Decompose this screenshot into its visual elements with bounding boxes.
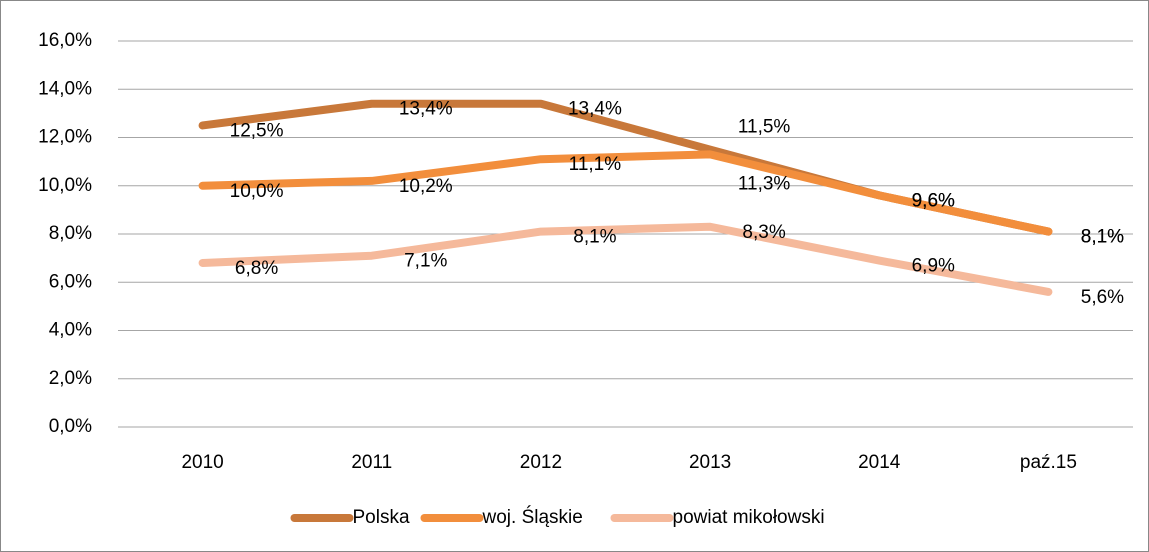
y-tick-label: 8,0%	[49, 223, 92, 244]
series-line	[198, 150, 1053, 236]
data-label: 13,4%	[399, 99, 453, 120]
data-label: 10,2%	[399, 176, 453, 197]
y-tick-label: 2,0%	[49, 368, 92, 389]
x-tick-label: 2010	[181, 452, 223, 473]
y-tick-label: 0,0%	[49, 416, 92, 437]
data-label: 9,6%	[912, 190, 955, 211]
data-label: 12,5%	[230, 120, 284, 141]
x-tick-label: 2013	[689, 452, 731, 473]
x-tick-label: 2011	[351, 452, 392, 473]
data-label: 6,9%	[912, 256, 955, 277]
data-label: 8,1%	[1081, 227, 1124, 248]
x-tick-label: paź.15	[1020, 452, 1077, 473]
y-tick-label: 4,0%	[49, 320, 92, 341]
y-tick-label: 10,0%	[38, 175, 92, 196]
y-tick-label: 16,0%	[38, 30, 92, 51]
data-label: 8,1%	[1081, 227, 1124, 248]
data-label: 9,6%	[912, 190, 955, 211]
y-tick-label: 12,0%	[38, 127, 92, 148]
data-label: 8,1%	[573, 227, 616, 248]
series-line	[198, 222, 1053, 296]
legend-label: powiat mikołowski	[673, 507, 825, 528]
data-label: 11,5%	[738, 117, 791, 138]
data-label: 5,6%	[1081, 287, 1124, 308]
data-label: 13,4%	[568, 99, 622, 120]
x-tick-label: 2012	[520, 452, 562, 473]
legend-label: woj. Śląskie	[482, 506, 583, 528]
data-label: 10,0%	[230, 181, 284, 202]
x-tick-label: 2014	[858, 452, 901, 473]
legend-label: Polska	[353, 507, 410, 528]
y-tick-label: 6,0%	[49, 271, 92, 292]
data-label: 7,1%	[404, 251, 447, 272]
data-label: 8,3%	[742, 222, 785, 243]
data-label: 11,3%	[738, 173, 791, 194]
data-label: 6,8%	[235, 258, 278, 279]
y-tick-label: 14,0%	[38, 78, 92, 99]
data-label: 11,1%	[569, 154, 622, 175]
